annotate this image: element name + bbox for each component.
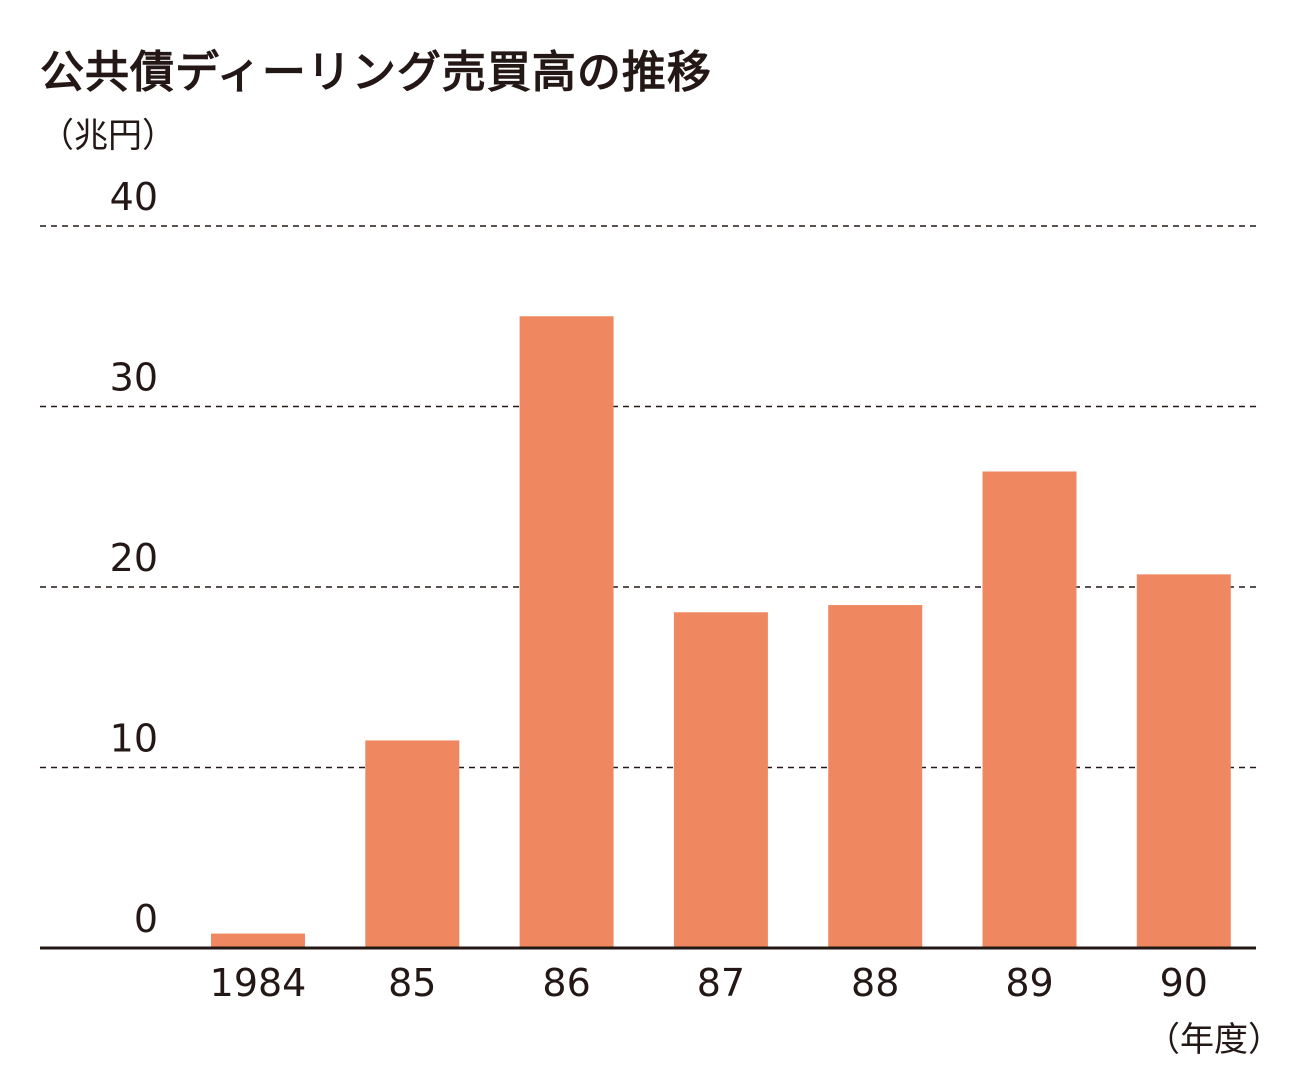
y-tick-label: 30 — [110, 356, 158, 400]
chart-title: 公共債ディーリング売買高の推移 — [40, 47, 712, 98]
bar-85 — [365, 740, 460, 948]
x-tick-label: 87 — [697, 961, 745, 1005]
bar-89 — [982, 471, 1077, 948]
x-tick-label: 1984 — [210, 961, 307, 1005]
x-tick-label: 90 — [1160, 961, 1208, 1005]
y-tick-label: 20 — [110, 536, 158, 580]
y-tick-labels: 0 10 20 30 40 — [110, 175, 158, 941]
bars — [211, 316, 1231, 948]
x-axis-unit-label: （年度） — [1146, 1020, 1282, 1060]
x-tick-labels: 1984 85 86 87 88 89 90 — [210, 961, 1208, 1005]
bar-1984 — [211, 933, 305, 948]
x-tick-label: 89 — [1005, 961, 1053, 1005]
y-tick-label: 40 — [110, 175, 158, 219]
x-tick-label: 85 — [388, 961, 436, 1005]
bar-86 — [519, 316, 614, 948]
y-tick-label: 0 — [134, 897, 158, 941]
y-axis-unit-label: （兆円） — [40, 116, 176, 156]
bar-88 — [828, 605, 923, 948]
bar-87 — [673, 612, 768, 948]
x-tick-label: 86 — [542, 961, 590, 1005]
bar-90 — [1136, 574, 1231, 948]
x-tick-label: 88 — [851, 961, 899, 1005]
y-tick-label: 10 — [110, 717, 158, 761]
